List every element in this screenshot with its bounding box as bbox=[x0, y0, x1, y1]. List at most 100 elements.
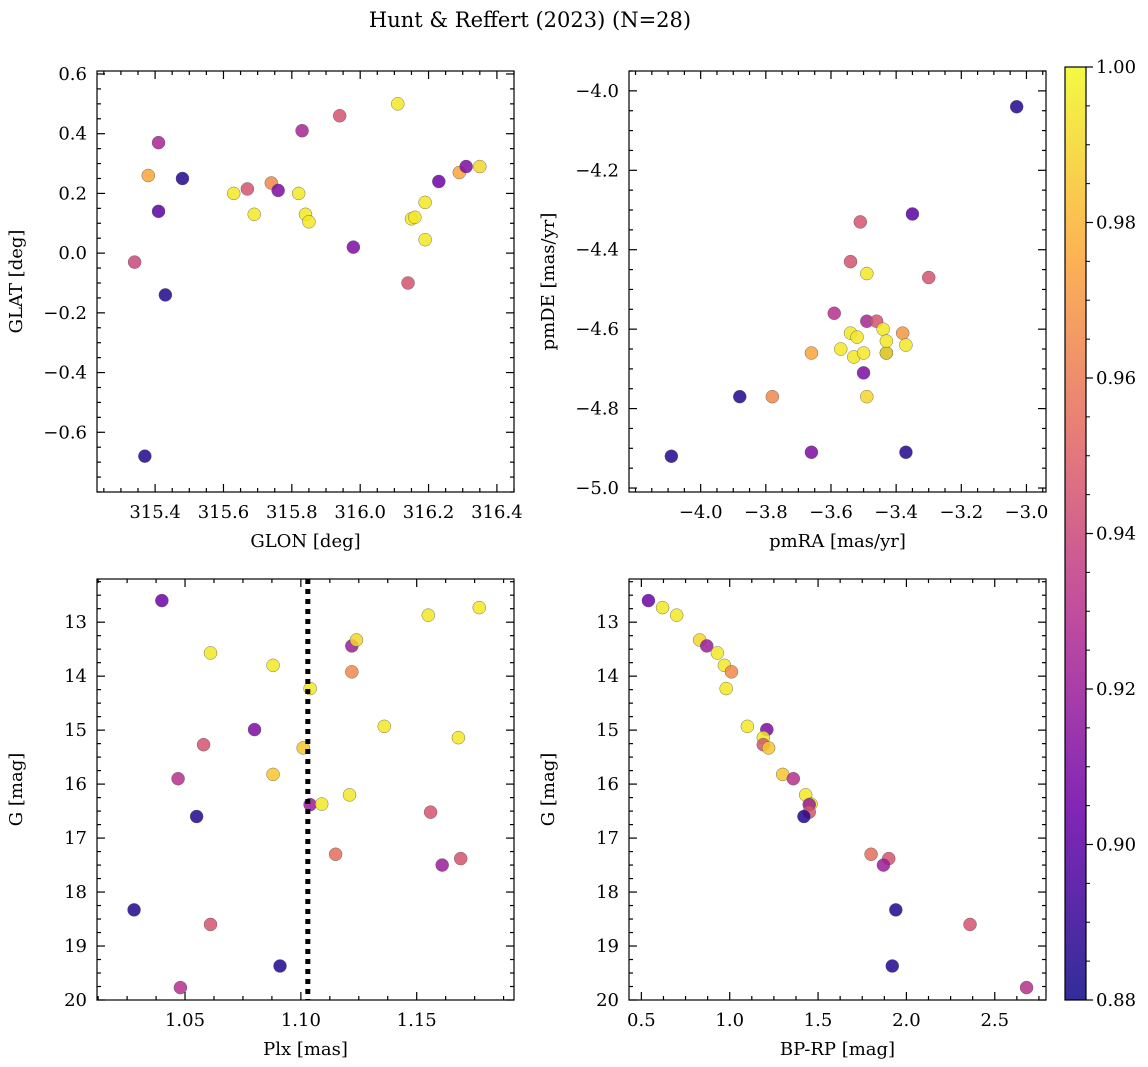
data-point bbox=[451, 730, 466, 745]
colorbar-gradient bbox=[1064, 66, 1087, 1001]
ticks bbox=[97, 579, 514, 1001]
scatter-points bbox=[127, 97, 487, 463]
data-point bbox=[641, 593, 656, 608]
data-point bbox=[173, 980, 188, 995]
x-tick-label: 1.15 bbox=[397, 1010, 437, 1031]
y-axis-label: G [mag] bbox=[538, 753, 559, 826]
y-tick-label: 0.6 bbox=[58, 64, 87, 85]
scatter-points bbox=[641, 593, 1034, 995]
x-tick-label: −4.0 bbox=[679, 502, 723, 523]
y-tick-label: −0.4 bbox=[43, 363, 87, 384]
data-point bbox=[349, 633, 364, 647]
y-tick-label: 16 bbox=[64, 774, 87, 795]
data-point bbox=[196, 738, 211, 752]
x-tick-label: −3.0 bbox=[1005, 502, 1049, 523]
y-tick-label: 20 bbox=[596, 990, 619, 1011]
colorbar-tick-label: 0.90 bbox=[1096, 835, 1136, 856]
y-axis-label: pmDE [mas/yr] bbox=[538, 213, 559, 351]
x-tick-label: 2.5 bbox=[980, 1010, 1009, 1031]
y-tick-label: −4.6 bbox=[575, 319, 619, 340]
panel-parallax-magnitude: 1.05 1.10 1.15 13 14 15 16 17 18 19 20 Plx [mas] G [… bbox=[6, 578, 515, 1060]
y-tick-label: 17 bbox=[64, 828, 87, 849]
axes-frame bbox=[628, 578, 1047, 1001]
y-tick-label: −4.4 bbox=[575, 240, 619, 261]
y-tick-label: 14 bbox=[64, 666, 87, 687]
y-tick-label: −0.2 bbox=[43, 303, 87, 324]
ticks bbox=[629, 579, 1046, 1001]
data-point bbox=[860, 389, 874, 404]
data-point bbox=[203, 917, 218, 932]
data-point bbox=[856, 346, 871, 360]
data-point bbox=[151, 204, 166, 219]
x-tick-label: 316.4 bbox=[471, 502, 523, 523]
data-point bbox=[158, 288, 173, 302]
data-point bbox=[922, 270, 936, 285]
data-point bbox=[834, 342, 848, 356]
data-point bbox=[664, 449, 679, 463]
data-point bbox=[1009, 100, 1024, 114]
data-point bbox=[786, 772, 801, 786]
data-point bbox=[418, 232, 432, 247]
data-point bbox=[141, 168, 155, 183]
colorbar-tick-label: 0.96 bbox=[1096, 368, 1136, 389]
y-tick-label: 0.0 bbox=[58, 243, 87, 264]
data-point bbox=[151, 135, 166, 150]
axes-frame bbox=[628, 70, 1047, 493]
data-point bbox=[740, 719, 755, 734]
data-point bbox=[175, 171, 190, 186]
x-tick-label: 2.0 bbox=[892, 1010, 921, 1031]
data-point bbox=[733, 389, 747, 404]
data-point bbox=[860, 266, 874, 281]
ticks bbox=[629, 70, 1046, 492]
data-point bbox=[804, 346, 819, 360]
data-point bbox=[797, 809, 811, 824]
x-tick-label: 316.0 bbox=[334, 502, 386, 523]
data-point bbox=[670, 608, 684, 622]
data-point bbox=[203, 646, 218, 660]
data-point bbox=[273, 959, 287, 973]
data-point bbox=[864, 847, 878, 861]
x-axis-label: Plx [mas] bbox=[263, 1039, 348, 1060]
y-tick-label: 19 bbox=[596, 936, 619, 957]
y-tick-label: 0.4 bbox=[58, 124, 87, 145]
data-point bbox=[418, 195, 432, 210]
y-axis-label: GLAT [deg] bbox=[6, 230, 27, 334]
y-tick-label: 18 bbox=[596, 882, 619, 903]
data-point bbox=[899, 338, 913, 352]
y-tick-label: 19 bbox=[64, 936, 87, 957]
y-tick-label: −4.8 bbox=[575, 399, 619, 420]
data-point bbox=[423, 805, 438, 819]
data-point bbox=[827, 306, 841, 320]
data-point bbox=[454, 851, 468, 866]
data-point bbox=[342, 788, 357, 802]
axes-frame bbox=[96, 70, 515, 493]
data-point bbox=[127, 903, 141, 917]
y-tick-label: 13 bbox=[64, 612, 87, 633]
data-point bbox=[710, 646, 725, 660]
y-tick-label: 15 bbox=[64, 720, 87, 741]
data-point bbox=[171, 772, 185, 786]
y-tick-label: 18 bbox=[64, 882, 87, 903]
data-point bbox=[850, 330, 864, 344]
x-tick-label: 1.05 bbox=[165, 1010, 205, 1031]
y-tick-label: −4.2 bbox=[575, 160, 619, 181]
data-point bbox=[876, 322, 890, 336]
y-tick-label: −5.0 bbox=[575, 478, 619, 499]
y-tick-label: −0.6 bbox=[43, 422, 87, 443]
data-point bbox=[885, 959, 899, 973]
colorbar-tick-label: 0.92 bbox=[1096, 679, 1136, 700]
data-point bbox=[291, 186, 306, 201]
data-point bbox=[853, 215, 868, 229]
data-point bbox=[889, 903, 903, 917]
x-axis-label: BP-RP [mag] bbox=[780, 1039, 895, 1060]
data-point bbox=[435, 858, 449, 872]
y-tick-label: 14 bbox=[596, 666, 619, 687]
y-tick-label: 15 bbox=[596, 720, 619, 741]
x-tick-label: 315.8 bbox=[266, 502, 318, 523]
x-tick-label: 1.10 bbox=[281, 1010, 321, 1031]
panel-color-magnitude: 0.5 1.0 1.5 2.0 2.5 13 14 15 16 17 18 19 20 BP-RP [ma… bbox=[538, 578, 1047, 1060]
data-point bbox=[473, 159, 487, 174]
scatter-points bbox=[127, 579, 486, 1000]
data-point bbox=[155, 593, 169, 608]
